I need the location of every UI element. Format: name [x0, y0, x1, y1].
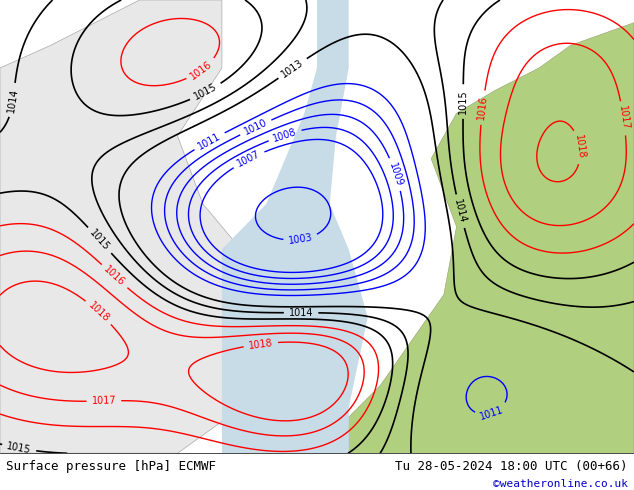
Text: ©weatheronline.co.uk: ©weatheronline.co.uk	[493, 480, 628, 490]
Text: 1011: 1011	[197, 131, 223, 151]
Text: 1014: 1014	[6, 87, 20, 113]
Text: 1015: 1015	[87, 228, 112, 253]
Text: 1015: 1015	[6, 441, 32, 455]
Text: 1008: 1008	[272, 126, 298, 144]
Text: 1011: 1011	[479, 404, 505, 421]
Text: 1016: 1016	[188, 59, 214, 81]
Text: 1007: 1007	[235, 149, 262, 169]
Text: 1015: 1015	[458, 89, 469, 114]
Text: 1014: 1014	[289, 308, 313, 318]
Text: Tu 28-05-2024 18:00 UTC (00+66): Tu 28-05-2024 18:00 UTC (00+66)	[395, 460, 628, 473]
Text: 1018: 1018	[248, 338, 273, 351]
Text: 1016: 1016	[476, 95, 489, 121]
Text: 1003: 1003	[288, 233, 313, 246]
Polygon shape	[349, 23, 634, 453]
Text: 1018: 1018	[573, 134, 586, 160]
Text: Surface pressure [hPa] ECMWF: Surface pressure [hPa] ECMWF	[6, 460, 216, 473]
Polygon shape	[0, 0, 285, 453]
Text: 1017: 1017	[91, 396, 116, 406]
Text: 1015: 1015	[193, 82, 219, 102]
Text: 1013: 1013	[280, 57, 306, 79]
Text: 1009: 1009	[387, 161, 404, 188]
Text: 1010: 1010	[242, 118, 269, 137]
Text: 1018: 1018	[86, 300, 111, 324]
Polygon shape	[222, 0, 368, 453]
Text: 1016: 1016	[102, 264, 127, 288]
Text: 1014: 1014	[453, 198, 468, 224]
Text: 1017: 1017	[617, 105, 630, 131]
